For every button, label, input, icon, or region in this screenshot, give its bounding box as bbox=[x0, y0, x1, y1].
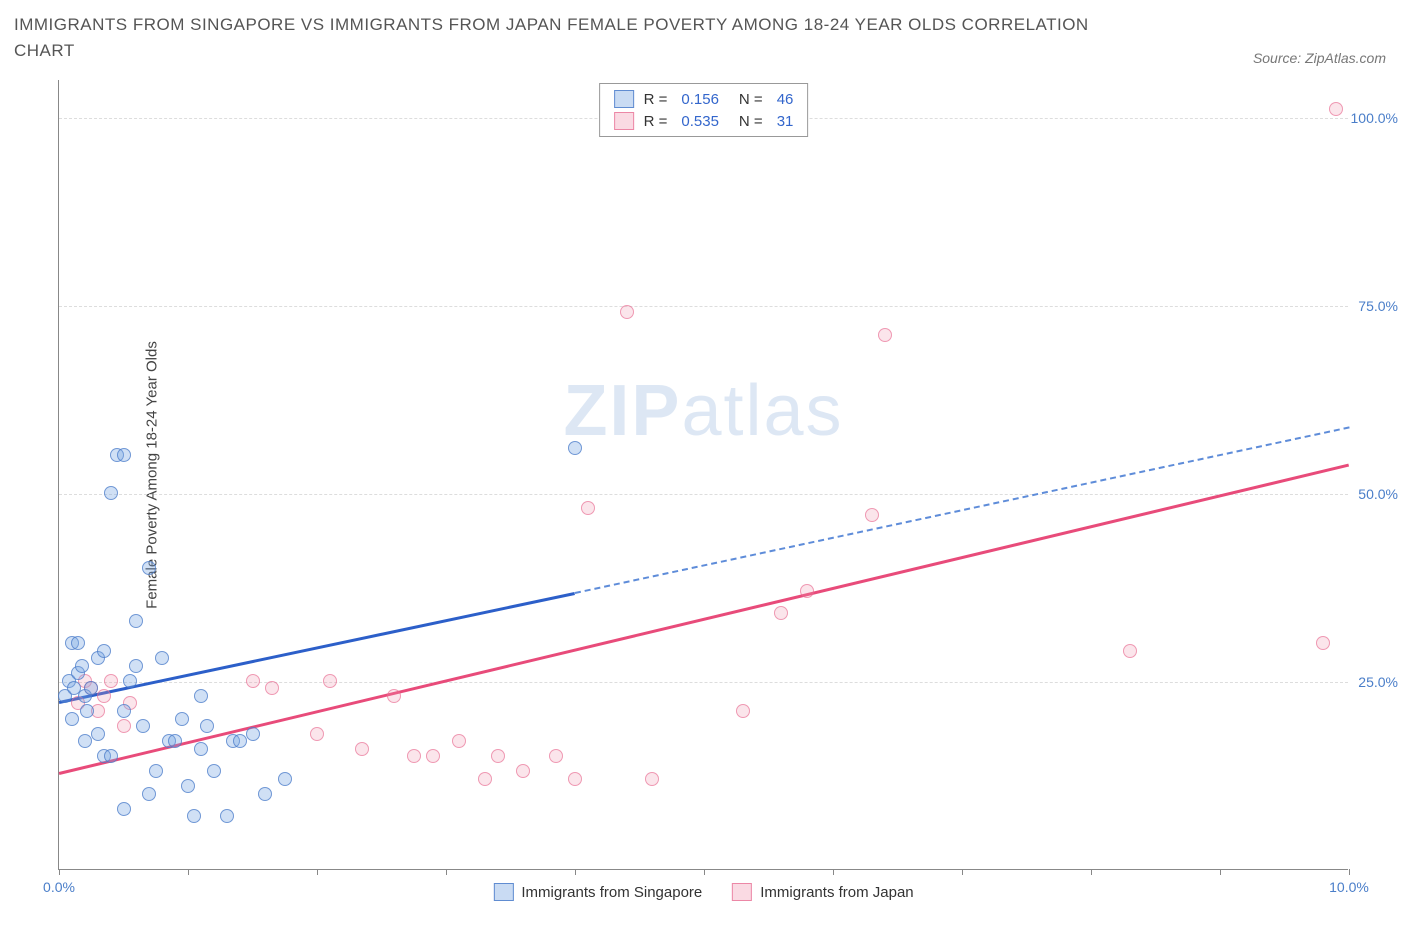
data-point bbox=[78, 734, 92, 748]
legend-row-pink: R = 0.535 N = 31 bbox=[614, 110, 794, 132]
data-point bbox=[91, 727, 105, 741]
data-point bbox=[71, 636, 85, 650]
data-point bbox=[549, 749, 563, 763]
x-tick bbox=[1220, 869, 1221, 875]
x-tick bbox=[446, 869, 447, 875]
data-point bbox=[142, 787, 156, 801]
trend-line bbox=[575, 426, 1350, 594]
data-point bbox=[129, 614, 143, 628]
data-point bbox=[1123, 644, 1137, 658]
data-point bbox=[187, 809, 201, 823]
data-point bbox=[278, 772, 292, 786]
data-point bbox=[426, 749, 440, 763]
data-point bbox=[865, 508, 879, 522]
data-point bbox=[220, 809, 234, 823]
data-point bbox=[194, 689, 208, 703]
data-point bbox=[452, 734, 466, 748]
gridline-h bbox=[59, 494, 1348, 495]
x-tick bbox=[1091, 869, 1092, 875]
x-tick-label: 0.0% bbox=[43, 879, 75, 895]
data-point bbox=[265, 681, 279, 695]
legend-swatch-pink bbox=[614, 112, 634, 130]
data-point bbox=[84, 681, 98, 695]
data-point bbox=[194, 742, 208, 756]
data-point bbox=[516, 764, 530, 778]
data-point bbox=[168, 734, 182, 748]
chart-area: Female Poverty Among 18-24 Year Olds ZIP… bbox=[50, 80, 1390, 870]
data-point bbox=[149, 764, 163, 778]
chart-title: IMMIGRANTS FROM SINGAPORE VS IMMIGRANTS … bbox=[14, 12, 1114, 63]
data-point bbox=[310, 727, 324, 741]
data-point bbox=[620, 305, 634, 319]
data-point bbox=[142, 561, 156, 575]
y-tick-label: 50.0% bbox=[1358, 486, 1398, 502]
data-point bbox=[97, 689, 111, 703]
data-point bbox=[117, 802, 131, 816]
data-point bbox=[774, 606, 788, 620]
trend-line bbox=[59, 592, 576, 704]
x-tick bbox=[962, 869, 963, 875]
data-point bbox=[581, 501, 595, 515]
y-tick-label: 75.0% bbox=[1358, 298, 1398, 314]
data-point bbox=[207, 764, 221, 778]
legend-row-blue: R = 0.156 N = 46 bbox=[614, 88, 794, 110]
legend-item-singapore: Immigrants from Singapore bbox=[493, 883, 702, 901]
stats-legend: R = 0.156 N = 46 R = 0.535 N = 31 bbox=[599, 83, 809, 137]
data-point bbox=[117, 448, 131, 462]
data-point bbox=[387, 689, 401, 703]
legend-swatch-blue bbox=[493, 883, 513, 901]
data-point bbox=[355, 742, 369, 756]
legend-swatch-blue bbox=[614, 90, 634, 108]
gridline-h bbox=[59, 306, 1348, 307]
data-point bbox=[246, 674, 260, 688]
data-point bbox=[181, 779, 195, 793]
x-tick bbox=[575, 869, 576, 875]
series-legend: Immigrants from Singapore Immigrants fro… bbox=[493, 883, 913, 901]
data-point bbox=[233, 734, 247, 748]
data-point bbox=[323, 674, 337, 688]
data-point bbox=[155, 651, 169, 665]
data-point bbox=[258, 787, 272, 801]
data-point bbox=[117, 719, 131, 733]
x-tick bbox=[704, 869, 705, 875]
data-point bbox=[568, 441, 582, 455]
data-point bbox=[1316, 636, 1330, 650]
data-point bbox=[117, 704, 131, 718]
data-point bbox=[175, 712, 189, 726]
x-tick bbox=[59, 869, 60, 875]
watermark: ZIPatlas bbox=[563, 370, 843, 452]
x-tick bbox=[1349, 869, 1350, 875]
data-point bbox=[645, 772, 659, 786]
y-tick-label: 25.0% bbox=[1358, 674, 1398, 690]
scatter-plot: ZIPatlas R = 0.156 N = 46 R = 0.535 N = … bbox=[58, 80, 1348, 870]
x-tick-label: 10.0% bbox=[1329, 879, 1369, 895]
data-point bbox=[123, 674, 137, 688]
data-point bbox=[104, 486, 118, 500]
legend-item-japan: Immigrants from Japan bbox=[732, 883, 913, 901]
legend-swatch-pink bbox=[732, 883, 752, 901]
data-point bbox=[407, 749, 421, 763]
data-point bbox=[75, 659, 89, 673]
data-point bbox=[104, 749, 118, 763]
data-point bbox=[568, 772, 582, 786]
x-tick bbox=[317, 869, 318, 875]
data-point bbox=[491, 749, 505, 763]
x-tick bbox=[833, 869, 834, 875]
data-point bbox=[800, 584, 814, 598]
data-point bbox=[246, 727, 260, 741]
data-point bbox=[200, 719, 214, 733]
data-point bbox=[129, 659, 143, 673]
x-tick bbox=[188, 869, 189, 875]
data-point bbox=[478, 772, 492, 786]
data-point bbox=[878, 328, 892, 342]
data-point bbox=[104, 674, 118, 688]
source-attribution: Source: ZipAtlas.com bbox=[1253, 50, 1386, 66]
y-tick-label: 100.0% bbox=[1351, 110, 1398, 126]
data-point bbox=[80, 704, 94, 718]
data-point bbox=[65, 712, 79, 726]
data-point bbox=[1329, 102, 1343, 116]
data-point bbox=[136, 719, 150, 733]
data-point bbox=[736, 704, 750, 718]
data-point bbox=[97, 644, 111, 658]
